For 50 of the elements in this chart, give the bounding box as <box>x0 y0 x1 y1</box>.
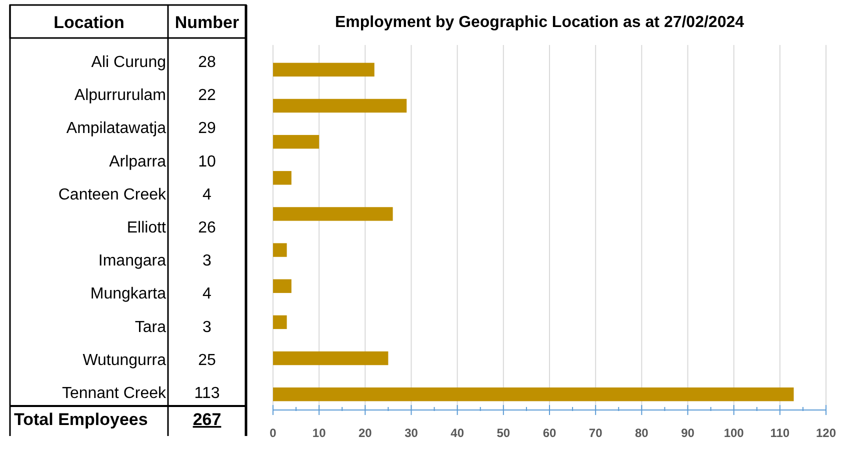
x-tick-label: 40 <box>450 426 464 440</box>
bar <box>273 387 794 402</box>
x-tick-label: 70 <box>588 426 603 440</box>
category-label: Wutungurra <box>82 352 166 369</box>
data-label: 28 <box>198 54 216 71</box>
category-label: Alpurrurulam <box>74 87 166 104</box>
category-label: Elliott <box>126 220 167 236</box>
bar <box>273 62 374 77</box>
data-label: 26 <box>198 220 216 236</box>
category-label: Ali Curung <box>91 54 166 71</box>
text: Total Employees <box>14 410 148 429</box>
data-label: 113 <box>194 385 220 402</box>
data-label: 4 <box>202 286 212 303</box>
bar <box>273 351 388 366</box>
text: 267 <box>192 410 222 429</box>
text: Number <box>174 13 240 32</box>
x-tick-label: 120 <box>816 426 836 440</box>
bar <box>273 207 393 221</box>
category-label: Imangara <box>98 252 166 270</box>
category-label: Tennant Creek <box>62 385 167 402</box>
x-tick-label: 0 <box>270 426 277 440</box>
bar <box>273 243 287 257</box>
category-label: Ampilatawatja <box>66 120 166 138</box>
category-label: Canteen Creek <box>58 186 167 204</box>
x-tick-label: 100 <box>724 426 744 440</box>
category-label: Tara <box>134 318 166 336</box>
bar <box>273 134 320 149</box>
x-tick-label: 20 <box>358 426 372 440</box>
bar <box>273 98 407 113</box>
data-label: 29 <box>198 120 216 138</box>
data-label: 4 <box>202 186 212 204</box>
category-label: Mungkarta <box>90 286 166 303</box>
data-label: 22 <box>198 87 216 104</box>
bar <box>273 171 292 185</box>
x-tick-label: 90 <box>681 426 695 440</box>
bar <box>273 279 292 293</box>
chart-title: Employment by Geographic Location as at 27/02/2024 <box>334 14 744 31</box>
x-tick-label: 110 <box>770 426 790 440</box>
data-label: 25 <box>198 352 216 369</box>
data-label: 3 <box>202 318 212 336</box>
bar <box>273 315 287 330</box>
x-tick-label: 30 <box>404 426 418 440</box>
category-label: Arlparra <box>109 153 166 170</box>
text: Location <box>54 13 124 32</box>
x-tick-label: 60 <box>542 426 556 440</box>
data-label: 10 <box>198 153 216 170</box>
data-label: 3 <box>202 252 212 270</box>
x-tick-label: 50 <box>496 426 510 440</box>
x-tick-label: 10 <box>312 426 326 440</box>
x-tick-label: 80 <box>634 426 649 440</box>
